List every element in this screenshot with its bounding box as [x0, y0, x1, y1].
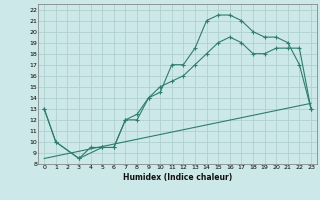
X-axis label: Humidex (Indice chaleur): Humidex (Indice chaleur): [123, 173, 232, 182]
